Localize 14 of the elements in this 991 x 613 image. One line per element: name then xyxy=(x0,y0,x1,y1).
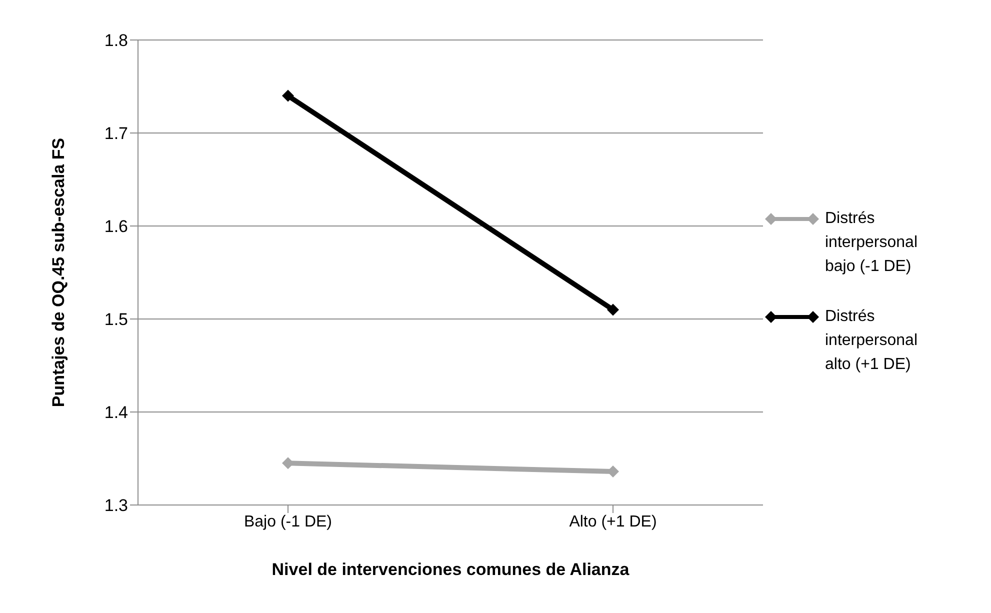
x-axis-title: Nivel de intervenciones comunes de Alianza xyxy=(272,560,630,579)
legend-label: Distrés interpersonal alto (+1 DE) xyxy=(824,306,918,374)
point xyxy=(607,304,619,316)
y-tick-label: 1.5 xyxy=(104,310,128,330)
legend-label: Distrés interpersonal bajo (-1 DE) xyxy=(824,208,918,276)
y-tick-label: 1.4 xyxy=(104,403,128,422)
y-tick-label: 1.3 xyxy=(104,496,128,516)
y-tick-label: 1.6 xyxy=(104,217,128,236)
x-tick-label: Bajo (-1 DE) xyxy=(244,513,332,530)
y-tick-label: 1.8 xyxy=(104,31,128,50)
x-tick-label: Alto (+1 DE) xyxy=(569,513,657,530)
point xyxy=(282,90,294,102)
y-axis-title: Puntajes de OQ.45 sub-escala FS xyxy=(49,138,68,408)
y-tick-label: 1.7 xyxy=(104,124,128,144)
